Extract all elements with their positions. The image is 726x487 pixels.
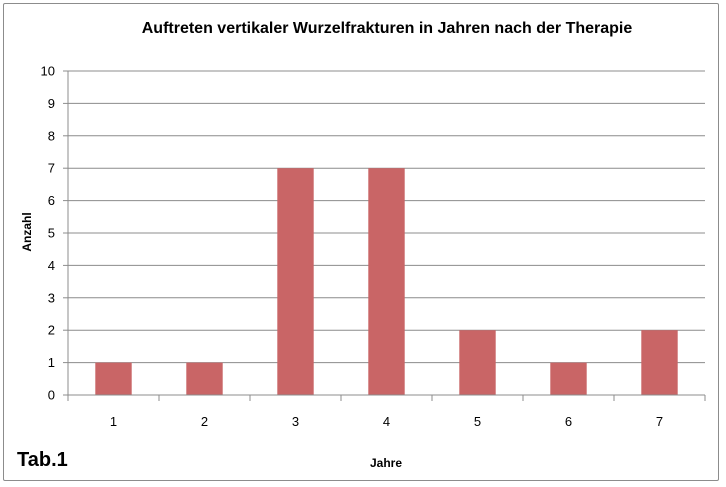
- y-tick-label: 5: [48, 226, 55, 241]
- x-tick-label: 4: [383, 414, 390, 429]
- y-tick-label: 4: [48, 258, 55, 273]
- y-tick-label: 10: [41, 64, 55, 79]
- y-tick-label: 1: [48, 355, 55, 370]
- chart-title: Auftreten vertikaler Wurzelfrakturen in …: [142, 20, 633, 37]
- y-tick-label: 9: [48, 96, 55, 111]
- y-tick-label: 8: [48, 128, 55, 143]
- bar-3: [277, 168, 314, 395]
- y-tick-labels: 0 1 2 3 4 5 6 7 8 9 10: [41, 64, 55, 403]
- bar-7: [641, 330, 678, 395]
- y-tick-label: 0: [48, 388, 55, 403]
- bar-6: [550, 362, 587, 395]
- x-tick-labels: 1 2 3 4 5 6 7: [110, 414, 663, 429]
- y-tick-label: 6: [48, 193, 55, 208]
- bar-1: [95, 362, 132, 395]
- x-axis-title: Jahre: [370, 456, 402, 470]
- chart-frame: [3, 3, 719, 481]
- x-tick-label: 7: [656, 414, 663, 429]
- y-tick-label: 7: [48, 161, 55, 176]
- y-tick-label: 2: [48, 323, 55, 338]
- x-tick-label: 6: [565, 414, 572, 429]
- y-tick-label: 3: [48, 290, 55, 305]
- bars: [95, 168, 678, 395]
- x-tick-label: 5: [474, 414, 481, 429]
- x-tick-label: 1: [110, 414, 117, 429]
- bar-4: [368, 168, 405, 395]
- bar-2: [186, 362, 223, 395]
- y-axis-title: Anzahl: [20, 212, 34, 251]
- x-tick-label: 2: [201, 414, 208, 429]
- x-tick-label: 3: [292, 414, 299, 429]
- table-caption: Tab.1: [17, 449, 68, 471]
- axes: [63, 71, 706, 401]
- bar-5: [459, 330, 496, 395]
